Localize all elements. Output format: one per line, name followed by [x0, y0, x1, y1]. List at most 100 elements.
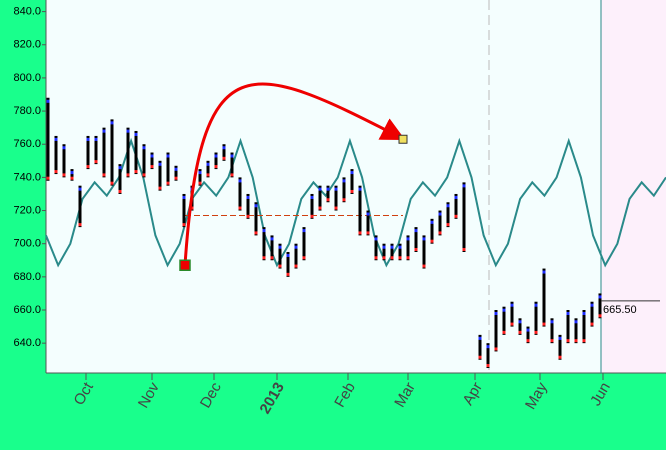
- y-tick-label: 820.0: [13, 39, 41, 51]
- y-tick-label: 780.0: [13, 105, 41, 117]
- price-high-dot: [406, 237, 410, 241]
- price-high-dot: [302, 229, 306, 233]
- price-high-dot: [230, 154, 234, 158]
- price-high-dot: [94, 137, 98, 141]
- price-high-dot: [142, 146, 146, 150]
- price-low-dot: [598, 314, 602, 318]
- price-low-dot: [582, 339, 586, 343]
- price-low-dot: [518, 330, 522, 334]
- price-low-dot: [390, 256, 394, 260]
- price-low-dot: [382, 256, 386, 260]
- price-low-dot: [422, 264, 426, 268]
- y-tick-label: 640.0: [13, 337, 41, 349]
- price-low-dot: [262, 256, 266, 260]
- price-high-dot: [550, 320, 554, 324]
- price-low-dot: [406, 256, 410, 260]
- price-low-dot: [550, 339, 554, 343]
- price-high-dot: [310, 195, 314, 199]
- price-high-dot: [286, 253, 290, 257]
- price-high-dot: [214, 154, 218, 158]
- price-high-dot: [174, 167, 178, 171]
- price-high-dot: [390, 245, 394, 249]
- price-high-dot: [206, 162, 210, 166]
- price-low-dot: [150, 165, 154, 169]
- price-high-dot: [62, 146, 66, 150]
- price-low-dot: [182, 223, 186, 227]
- price-high-dot: [502, 308, 506, 312]
- price-low-dot: [78, 223, 82, 227]
- price-low-dot: [214, 165, 218, 169]
- price-low-dot: [102, 173, 106, 177]
- price-high-dot: [574, 320, 578, 324]
- price-high-dot: [494, 312, 498, 316]
- price-low-dot: [486, 364, 490, 368]
- price-low-dot: [174, 176, 178, 180]
- price-low-dot: [110, 181, 114, 185]
- arrow-start: [179, 259, 191, 271]
- price-low-dot: [206, 173, 210, 177]
- price-high-dot: [374, 237, 378, 241]
- price-high-dot: [126, 129, 130, 133]
- price-high-dot: [134, 132, 138, 136]
- price-low-dot: [334, 206, 338, 210]
- price-low-dot: [254, 231, 258, 235]
- price-low-dot: [318, 206, 322, 210]
- price-low-dot: [126, 173, 130, 177]
- price-high-dot: [358, 187, 362, 191]
- price-low-dot: [366, 231, 370, 235]
- price-high-dot: [350, 171, 354, 175]
- price-high-dot: [438, 212, 442, 216]
- price-high-dot: [294, 245, 298, 249]
- price-low-dot: [134, 170, 138, 174]
- price-low-dot: [70, 176, 74, 180]
- price-high-dot: [262, 229, 266, 233]
- price-high-dot: [270, 237, 274, 241]
- price-high-dot: [430, 220, 434, 224]
- price-high-dot: [366, 212, 370, 216]
- y-tick-label: 660.0: [13, 304, 41, 316]
- price-low-dot: [446, 223, 450, 227]
- price-high-dot: [510, 303, 514, 307]
- price-low-dot: [166, 181, 170, 185]
- price-high-dot: [118, 166, 122, 170]
- price-low-dot: [222, 156, 226, 160]
- price-high-dot: [54, 137, 58, 141]
- price-high-dot: [478, 336, 482, 340]
- y-tick-label: 840.0: [13, 6, 41, 18]
- price-low-dot: [534, 330, 538, 334]
- price-low-dot: [246, 214, 250, 218]
- price-high-dot: [590, 303, 594, 307]
- y-tick-label: 720.0: [13, 204, 41, 216]
- price-high-dot: [182, 195, 186, 199]
- price-low-dot: [510, 322, 514, 326]
- price-low-dot: [54, 170, 58, 174]
- price-high-dot: [342, 179, 346, 183]
- price-low-dot: [454, 214, 458, 218]
- cycle-line: [45, 137, 666, 268]
- y-tick-label: 800.0: [13, 72, 41, 84]
- price-high-dot: [526, 328, 530, 332]
- price-low-dot: [414, 247, 418, 251]
- price-low-dot: [294, 264, 298, 268]
- price-high-dot: [150, 154, 154, 158]
- price-high-dot: [558, 336, 562, 340]
- price-low-dot: [574, 339, 578, 343]
- price-high-dot: [462, 184, 466, 188]
- y-tick-label: 740.0: [13, 171, 41, 183]
- price-high-dot: [518, 320, 522, 324]
- price-low-dot: [430, 239, 434, 243]
- price-high-dot: [158, 162, 162, 166]
- price-low-dot: [438, 231, 442, 235]
- price-low-dot: [478, 355, 482, 359]
- price-low-dot: [238, 206, 242, 210]
- price-high-dot: [278, 245, 282, 249]
- price-high-dot: [454, 195, 458, 199]
- price-low-dot: [118, 189, 122, 193]
- price-low-dot: [94, 160, 98, 164]
- price-high-dot: [446, 204, 450, 208]
- price-high-dot: [198, 171, 202, 175]
- price-low-dot: [462, 247, 466, 251]
- price-low-dot: [310, 214, 314, 218]
- price-low-dot: [326, 198, 330, 202]
- price-high-dot: [46, 99, 50, 103]
